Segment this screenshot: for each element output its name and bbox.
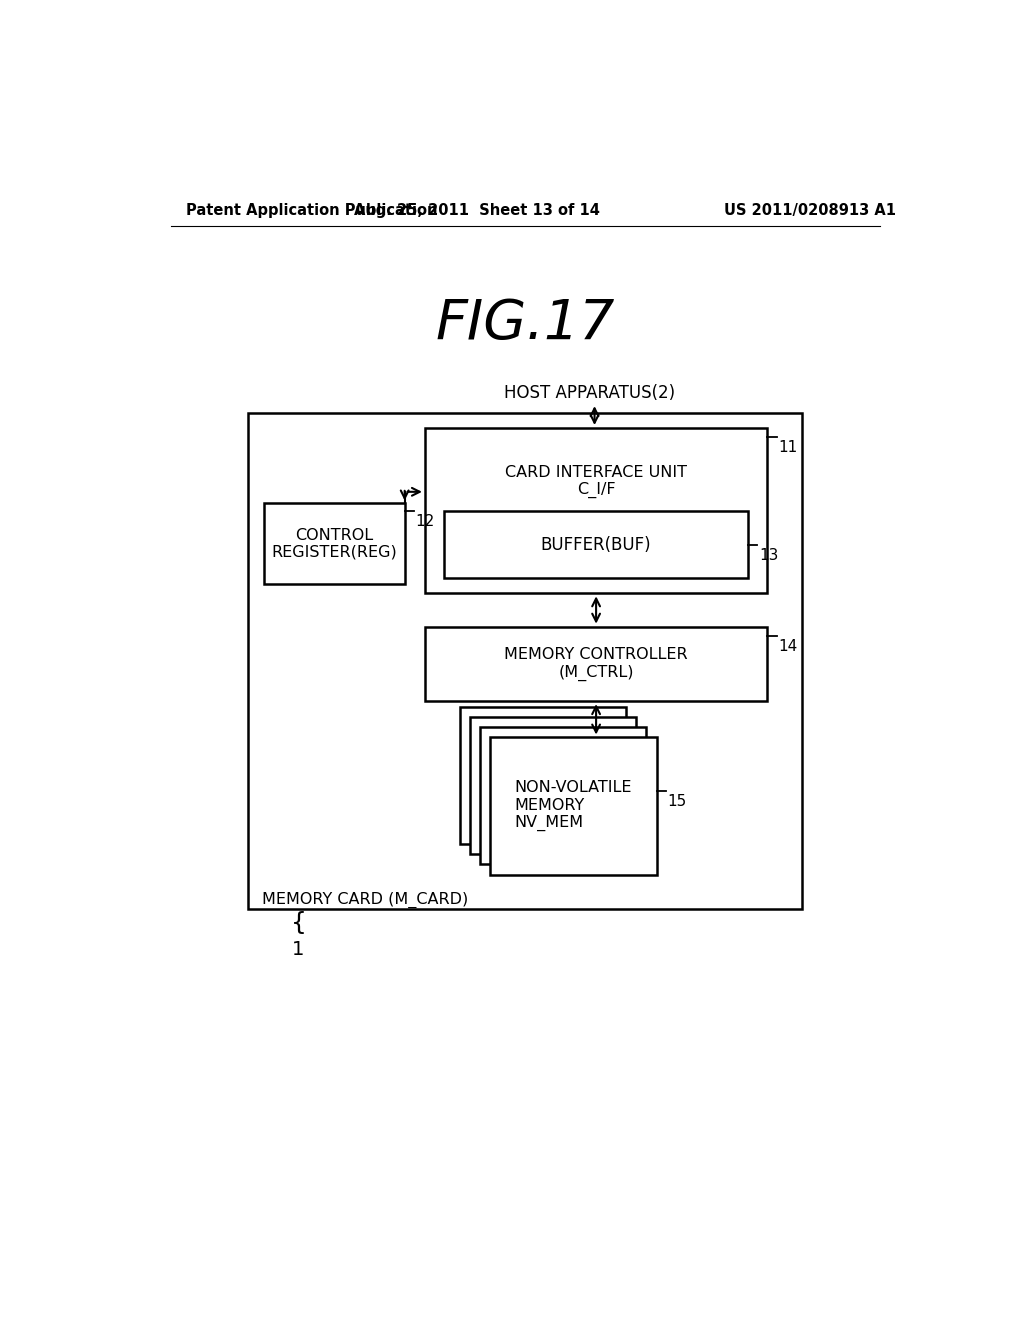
Text: 12: 12 <box>416 515 435 529</box>
Text: CARD INTERFACE UNIT
C_I/F: CARD INTERFACE UNIT C_I/F <box>505 465 687 499</box>
Text: 13: 13 <box>759 548 778 562</box>
Text: Patent Application Publication: Patent Application Publication <box>186 203 437 218</box>
Bar <box>444 511 748 578</box>
Bar <box>425 428 767 594</box>
Text: 15: 15 <box>668 793 687 809</box>
Text: US 2011/0208913 A1: US 2011/0208913 A1 <box>724 203 896 218</box>
Text: MEMORY CONTROLLER
(M_CTRL): MEMORY CONTROLLER (M_CTRL) <box>504 647 688 681</box>
Text: MEMORY CARD (M_CARD): MEMORY CARD (M_CARD) <box>262 892 468 908</box>
Text: {: { <box>291 911 306 935</box>
Bar <box>248 413 802 909</box>
Text: 1: 1 <box>292 940 305 958</box>
Bar <box>263 503 404 585</box>
Bar <box>425 627 767 701</box>
Bar <box>460 708 627 845</box>
Bar <box>480 727 646 865</box>
Text: HOST APPARATUS(2): HOST APPARATUS(2) <box>504 384 675 403</box>
Text: 11: 11 <box>778 441 798 455</box>
Text: BUFFER(BUF): BUFFER(BUF) <box>541 536 651 553</box>
Text: NON-VOLATILE
MEMORY
NV_MEM: NON-VOLATILE MEMORY NV_MEM <box>514 780 632 832</box>
Bar <box>489 738 656 875</box>
Text: 14: 14 <box>778 639 798 653</box>
Text: FIG.17: FIG.17 <box>435 297 614 350</box>
Bar <box>470 718 636 854</box>
Text: Aug. 25, 2011  Sheet 13 of 14: Aug. 25, 2011 Sheet 13 of 14 <box>354 203 600 218</box>
Text: CONTROL
REGISTER(REG): CONTROL REGISTER(REG) <box>271 528 397 560</box>
